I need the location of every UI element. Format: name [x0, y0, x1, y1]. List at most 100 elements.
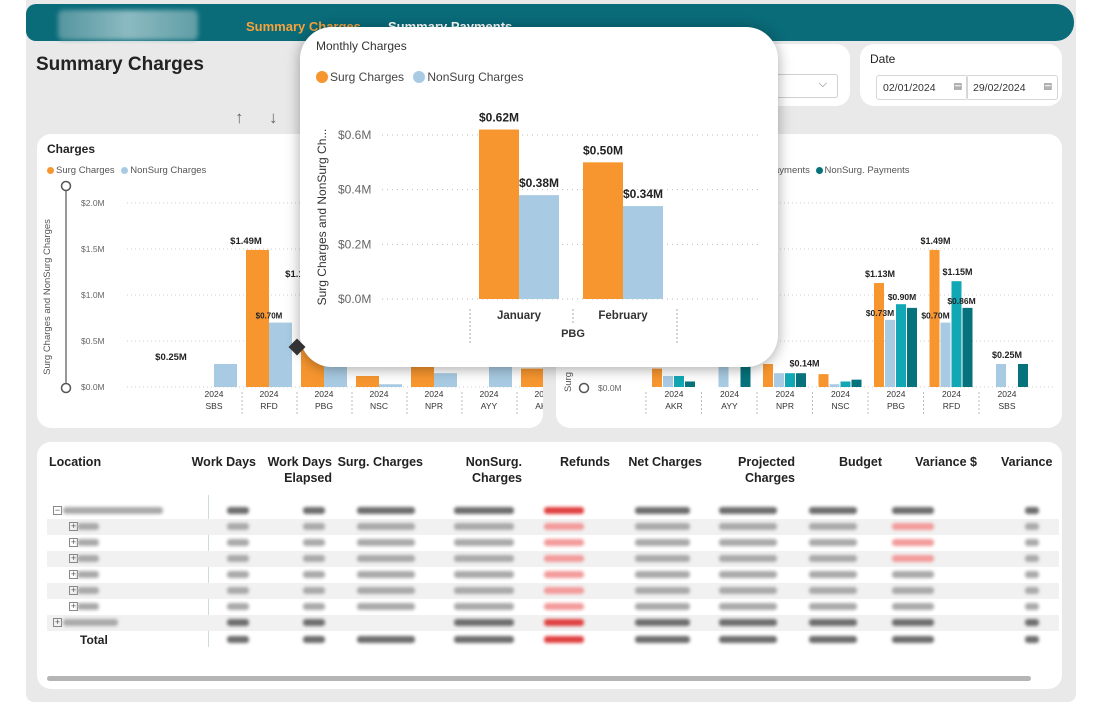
- tooltip-legend-surg: Surg Charges: [330, 70, 405, 84]
- bar-surg-charges[interactable]: [356, 375, 379, 387]
- col-header-location[interactable]: Location: [49, 455, 102, 469]
- col-header-nonsurg-charges[interactable]: NonSurg. Charges: [465, 455, 522, 485]
- bar-surg-payments[interactable]: [785, 373, 795, 387]
- table-row: +: [47, 583, 1059, 599]
- bar-surg-payments[interactable]: [840, 381, 851, 387]
- date-from-input[interactable]: 02/01/2024 ▤: [876, 75, 968, 100]
- drill-down-icon[interactable]: ↓: [269, 108, 278, 127]
- redacted-cell-value: [719, 507, 777, 514]
- col-header-net-charges[interactable]: Net Charges: [628, 455, 702, 469]
- bar-nonsurg-payments[interactable]: [796, 373, 806, 387]
- bar-surg-charges[interactable]: [479, 129, 519, 299]
- bar-surg-payments[interactable]: [951, 281, 962, 387]
- bar-surg-payments[interactable]: [674, 375, 684, 387]
- bar-nonsurg-charges[interactable]: [214, 364, 237, 387]
- col-header-refunds[interactable]: Refunds: [560, 455, 610, 469]
- redacted-cell-value: [357, 539, 415, 546]
- bar-surg-charges[interactable]: [874, 283, 884, 387]
- legend-nonsurg-label: NonSurg Charges: [130, 165, 207, 176]
- calendar-icon[interactable]: ▤: [1043, 81, 1052, 91]
- redacted-cell-value: [227, 636, 249, 643]
- redacted-cell-value: [357, 571, 415, 578]
- chevron-down-icon[interactable]: ⌵: [818, 78, 827, 90]
- redacted-cell-value: [544, 619, 584, 626]
- col-header-variance-dollar[interactable]: Variance $: [915, 455, 977, 469]
- col-header-projected-charges[interactable]: Projected Charges: [738, 455, 795, 485]
- date-to-input[interactable]: 29/02/2024 ▤: [966, 75, 1058, 100]
- redacted-cell-value: [892, 603, 934, 610]
- bar-nonsurg-charges[interactable]: [829, 384, 840, 387]
- bar-nonsurg-payments[interactable]: [907, 307, 917, 387]
- col-header-variance-pct[interactable]: Variance: [1001, 455, 1053, 469]
- y-tick-label: $1.0M: [81, 290, 105, 300]
- bar-surg-charges[interactable]: [521, 368, 543, 387]
- redacted-cell-value: [809, 539, 857, 546]
- date-from-value: 02/01/2024: [883, 82, 936, 94]
- bar-nonsurg-charges[interactable]: [996, 364, 1006, 387]
- x-tick-location: PBG: [887, 401, 905, 411]
- payments-slider-handle[interactable]: [578, 382, 590, 394]
- col-header-budget[interactable]: Budget: [838, 455, 882, 469]
- redacted-cell-value: [809, 619, 857, 626]
- col-header-work-days[interactable]: Work Days: [191, 455, 256, 469]
- horizontal-scrollbar[interactable]: [47, 676, 1031, 681]
- bar-nonsurg-charges[interactable]: [489, 364, 512, 387]
- bar-nonsurg-charges[interactable]: [663, 375, 673, 387]
- y-tick-label: $0.0M: [338, 292, 371, 306]
- redacted-cell-value: [454, 507, 514, 514]
- calendar-icon[interactable]: ▤: [953, 81, 962, 91]
- data-label: $1.13M: [865, 269, 895, 279]
- redacted-cell-value: [357, 603, 415, 610]
- bar-nonsurg-charges[interactable]: [269, 322, 292, 387]
- bar-surg-charges[interactable]: [411, 364, 434, 387]
- redacted-cell-value: [809, 603, 857, 610]
- company-logo: [58, 10, 198, 40]
- col-header-work-days-elapsed[interactable]: Work Days Elapsed: [267, 455, 332, 485]
- zoom-slider-handle-bottom[interactable]: [60, 382, 72, 394]
- bar-nonsurg-payments[interactable]: [962, 307, 973, 387]
- redacted-cell-value: [635, 636, 690, 643]
- bar-surg-charges[interactable]: [246, 249, 269, 387]
- tooltip-chart-svg: Surg Charges and NonSurg Ch... $0.6M $0.4…: [315, 111, 762, 343]
- y-tick-label: $0.5M: [81, 336, 105, 346]
- redacted-cell-value: [635, 523, 690, 530]
- bar-nonsurg-payments[interactable]: [1018, 364, 1028, 387]
- redacted-cell-value: [544, 507, 584, 514]
- zoom-slider-handle-top[interactable]: [60, 180, 72, 192]
- redacted-cell-value: [892, 571, 934, 578]
- bar-nonsurg-charges[interactable]: [519, 195, 559, 299]
- bar-nonsurg-charges[interactable]: [774, 373, 784, 387]
- bar-nonsurg-payments[interactable]: [685, 381, 695, 387]
- expand-icon[interactable]: +: [53, 617, 62, 627]
- bar-surg-payments[interactable]: [896, 304, 906, 387]
- x-tick-year: 2024: [480, 389, 499, 399]
- bar-nonsurg-charges[interactable]: [379, 384, 402, 387]
- bar-surg-charges[interactable]: [652, 368, 662, 387]
- bar-nonsurg-charges[interactable]: [623, 206, 663, 299]
- bar-nonsurg-charges[interactable]: [940, 322, 951, 387]
- col-header-surg-charges[interactable]: Surg. Charges: [337, 455, 423, 469]
- bar-nonsurg-payments[interactable]: [851, 379, 862, 387]
- drill-up-icon[interactable]: ↑: [235, 108, 244, 127]
- redacted-cell-value: [635, 603, 690, 610]
- data-label: $0.70M: [256, 312, 283, 321]
- x-tick-year: 2024: [535, 389, 543, 399]
- bar-nonsurg-charges[interactable]: [718, 364, 729, 387]
- bar-nonsurg-charges[interactable]: [885, 319, 895, 387]
- page-title: Summary Charges: [36, 54, 204, 75]
- bar-surg-charges[interactable]: [818, 374, 829, 387]
- payments-y-tick-zero: $0.0M: [598, 383, 622, 393]
- redacted-cell-value: [77, 539, 99, 546]
- redacted-cell-value: [1025, 539, 1039, 546]
- bar-surg-charges[interactable]: [583, 162, 623, 299]
- x-tick-location: NPR: [776, 401, 794, 411]
- bar-nonsurg-charges[interactable]: [434, 373, 457, 387]
- bar-surg-charges[interactable]: [763, 364, 773, 387]
- collapse-icon[interactable]: −: [53, 505, 62, 515]
- redacted-cell-value: [635, 587, 690, 594]
- legend-dot-nonsurg-payments: [815, 166, 823, 174]
- y-tick-label: $0.2M: [338, 237, 371, 251]
- bar-nonsurg-payments[interactable]: [740, 364, 751, 387]
- data-label: $0.70M: [921, 311, 949, 321]
- bar-surg-charges[interactable]: [929, 249, 940, 387]
